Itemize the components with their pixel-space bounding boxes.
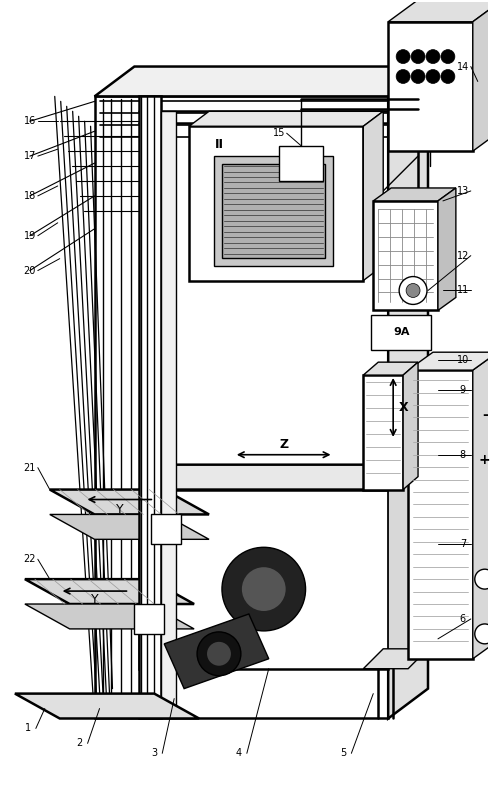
Bar [279,146,323,181]
Text: 4: 4 [236,748,242,758]
Circle shape [396,70,410,84]
Bar [134,604,164,634]
Text: 8: 8 [460,450,466,460]
Polygon shape [473,0,490,151]
Bar [222,164,325,258]
Text: 5: 5 [340,748,346,758]
Circle shape [222,547,306,631]
Polygon shape [15,694,199,718]
Text: 19: 19 [24,231,36,241]
Circle shape [411,50,425,63]
Polygon shape [388,66,428,718]
Polygon shape [363,111,383,280]
Circle shape [396,50,410,63]
Bar [95,96,388,718]
Text: II: II [215,137,223,151]
Text: 3: 3 [151,748,157,758]
Polygon shape [95,66,428,96]
Bar [139,490,388,668]
Polygon shape [164,614,269,689]
Bar [189,126,363,280]
Text: 20: 20 [24,265,36,276]
Polygon shape [408,352,490,371]
Bar [139,96,161,718]
Text: 10: 10 [457,356,469,365]
Polygon shape [363,649,428,668]
Circle shape [242,567,286,611]
Bar [151,514,181,544]
Text: 12: 12 [457,250,469,261]
Text: 17: 17 [24,151,36,161]
Circle shape [426,70,440,84]
Polygon shape [189,111,383,126]
Bar [161,111,176,718]
Polygon shape [403,362,418,490]
Text: 6: 6 [460,614,466,624]
Bar [388,22,473,151]
Polygon shape [363,362,418,375]
Text: 22: 22 [24,555,36,564]
Text: 2: 2 [76,739,83,748]
Circle shape [399,276,427,304]
Text: 16: 16 [24,116,36,126]
Text: 9: 9 [460,385,466,395]
Text: 7: 7 [460,540,466,549]
Polygon shape [373,188,456,201]
Bar [371,315,431,350]
Circle shape [475,569,490,589]
Text: Z: Z [279,438,288,451]
Text: +: + [479,453,490,467]
Text: 15: 15 [272,128,285,138]
Polygon shape [25,579,194,604]
Circle shape [207,641,231,666]
Text: 13: 13 [457,186,469,196]
Text: Y: Y [116,503,123,516]
Polygon shape [388,465,418,668]
Circle shape [441,50,455,63]
Text: -: - [482,408,488,422]
Text: 1: 1 [25,724,31,733]
Polygon shape [438,188,456,310]
Polygon shape [139,465,418,490]
Circle shape [475,624,490,644]
Circle shape [426,50,440,63]
Polygon shape [50,514,209,540]
Polygon shape [388,0,490,22]
Circle shape [411,70,425,84]
Text: 14: 14 [457,62,469,72]
Circle shape [441,70,455,84]
Text: 18: 18 [24,191,36,201]
Text: X: X [398,401,408,415]
Circle shape [197,632,241,675]
Polygon shape [50,490,209,514]
Polygon shape [25,604,194,629]
Text: 9A: 9A [393,327,409,337]
Text: 21: 21 [24,463,36,472]
Bar [373,201,438,310]
Text: Y: Y [91,592,98,606]
Bar [363,375,403,490]
Circle shape [406,284,420,298]
Bar [408,371,473,659]
Text: 11: 11 [457,285,469,295]
Polygon shape [473,352,490,659]
Bar [214,156,333,265]
